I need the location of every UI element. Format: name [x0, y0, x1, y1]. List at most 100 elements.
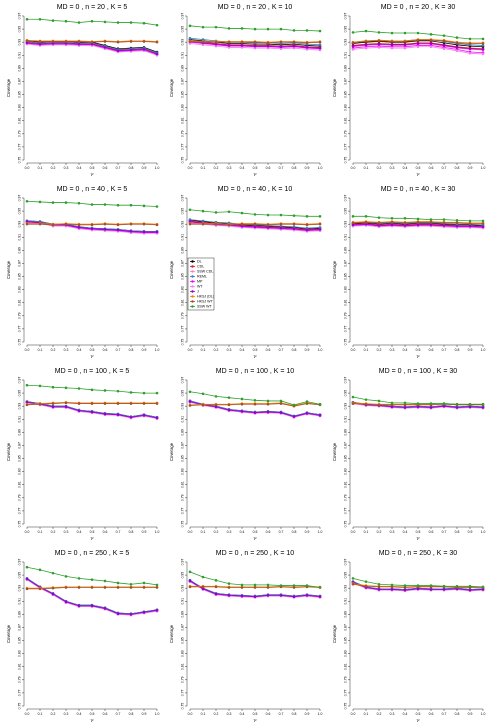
point — [351, 44, 355, 48]
point — [364, 402, 368, 406]
point — [227, 403, 231, 407]
point — [481, 588, 485, 591]
y-tick-label: 0.83 — [344, 104, 348, 111]
x-tick-label: 0.6 — [266, 348, 271, 352]
point — [116, 40, 120, 44]
y-tick-label: 0.81 — [181, 481, 185, 488]
y-tick-label: 0.81 — [18, 299, 22, 306]
x-tick-label: 0.9 — [468, 166, 473, 170]
y-tick-label: 0.91 — [181, 52, 185, 59]
point — [481, 402, 485, 406]
point — [188, 208, 192, 212]
point — [188, 400, 192, 403]
x-tick-label: 0.7 — [116, 530, 121, 534]
panel-title: MD = 0 , n = 20 , K = 30 — [381, 4, 456, 11]
point — [481, 222, 485, 225]
point — [116, 612, 120, 616]
legend-label: MP — [197, 279, 203, 283]
x-tick-label: 0.7 — [442, 530, 447, 534]
y-tick-label: 0.81 — [18, 117, 22, 124]
point — [129, 402, 133, 405]
point — [442, 47, 446, 51]
x-tick-label: 0.3 — [227, 530, 232, 534]
point — [77, 40, 81, 43]
y-tick-label: 0.97 — [344, 13, 348, 20]
point — [188, 40, 192, 43]
x-tick-label: 0.9 — [305, 348, 310, 352]
y-tick-label: 0.93 — [344, 585, 348, 592]
point — [390, 401, 394, 405]
point — [455, 224, 459, 228]
point — [377, 588, 381, 591]
legend-marker — [191, 275, 194, 278]
point — [103, 203, 107, 206]
x-tick-label: 0.5 — [416, 530, 421, 534]
point — [25, 565, 29, 569]
x-tick-label: 0.0 — [188, 348, 193, 352]
point — [292, 29, 296, 32]
y-tick-label: 0.89 — [18, 247, 22, 254]
point — [142, 391, 146, 395]
point — [38, 17, 42, 21]
x-tick-label: 0.7 — [279, 712, 284, 716]
y-tick-label: 0.77 — [344, 690, 348, 697]
point — [468, 52, 472, 55]
point — [364, 215, 368, 218]
x-tick-label: 1.0 — [481, 530, 486, 534]
point — [305, 400, 309, 403]
y-tick-label: 0.79 — [344, 130, 348, 137]
series-line — [26, 578, 158, 615]
x-tick-label: 0.9 — [142, 348, 147, 352]
y-tick-label: 0.79 — [181, 312, 185, 319]
point — [351, 582, 355, 586]
y-axis-label: Coverage — [169, 260, 174, 279]
point — [468, 584, 472, 588]
point — [77, 586, 81, 589]
point — [90, 227, 94, 231]
x-tick-label: 0.5 — [416, 348, 421, 352]
y-tick-label: 0.97 — [181, 559, 185, 566]
y-tick-label: 0.93 — [181, 39, 185, 46]
y-tick-label: 0.91 — [181, 416, 185, 423]
y-tick-label: 0.97 — [18, 13, 22, 20]
x-axis-label: τ² — [253, 354, 257, 359]
point — [116, 49, 120, 52]
point — [364, 584, 368, 588]
point — [155, 23, 159, 27]
point — [188, 220, 192, 223]
point — [155, 205, 159, 208]
legend-marker — [191, 260, 194, 263]
x-tick-label: 0.8 — [292, 530, 297, 534]
point — [51, 201, 55, 204]
x-tick-label: 0.9 — [305, 166, 310, 170]
point — [390, 40, 394, 43]
panel-title: MD = 0 , n = 20 , K = 10 — [218, 4, 293, 11]
point — [279, 222, 283, 226]
point — [116, 21, 120, 24]
point — [51, 42, 55, 45]
legend-marker — [191, 270, 194, 273]
point — [201, 403, 205, 407]
point — [266, 410, 270, 414]
y-tick-label: 0.87 — [181, 260, 185, 267]
point — [129, 391, 133, 394]
point — [214, 211, 218, 214]
point — [279, 594, 283, 597]
point — [155, 583, 159, 587]
point — [377, 399, 381, 403]
x-tick-label: 0.0 — [25, 530, 30, 534]
x-tick-label: 0.2 — [377, 348, 382, 352]
y-axis-label: Coverage — [169, 442, 174, 461]
y-axis-label: Coverage — [332, 442, 337, 461]
y-tick-label: 0.89 — [181, 247, 185, 254]
point — [240, 594, 244, 598]
legend-marker — [191, 285, 194, 288]
point — [129, 613, 133, 616]
x-tick-label: 0.6 — [429, 712, 434, 716]
x-tick-label: 0.1 — [38, 348, 43, 352]
point — [390, 216, 394, 220]
y-tick-label: 0.91 — [344, 598, 348, 605]
x-tick-label: 0.1 — [201, 348, 206, 352]
point — [390, 31, 394, 35]
point — [318, 40, 322, 44]
